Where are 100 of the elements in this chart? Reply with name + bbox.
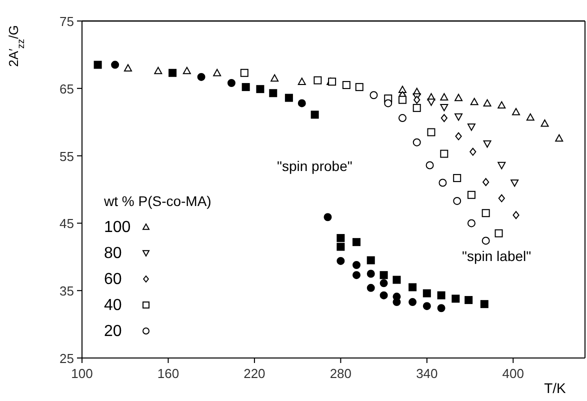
point [437,304,446,312]
point [437,291,446,300]
point [470,148,476,156]
point [366,284,375,292]
point [498,162,506,170]
point [467,124,476,131]
point [182,66,191,74]
legend-label: 80 [104,245,122,262]
y-tick-label: 45 [60,216,74,232]
point [440,114,448,122]
point [197,72,206,81]
point [482,209,490,218]
annotation: "spin label" [462,248,532,264]
x-tick-label: 280 [330,366,352,381]
point [124,64,132,72]
point [540,119,549,127]
x-tick-label: 340 [416,366,438,381]
point [498,194,505,202]
point [398,96,406,104]
point [154,66,162,74]
point [298,99,306,108]
y-tick-label: 25 [60,351,74,366]
point [392,276,401,284]
point [454,113,463,121]
point [422,289,431,298]
legend-label: 20 [104,323,122,340]
point [452,294,460,303]
point [298,78,306,85]
point [398,86,406,94]
point [355,83,364,92]
point [482,236,490,245]
point [310,110,319,119]
point [380,271,388,280]
point [467,219,476,228]
x-tick-label: 220 [244,366,266,381]
point [480,300,488,308]
point [384,99,392,108]
x-axis-title: T/K [544,380,567,396]
point [455,132,462,140]
point [380,279,388,288]
legend-label: 60 [104,271,122,288]
point [270,74,279,82]
point [470,98,478,106]
point [414,96,420,104]
point [336,256,345,265]
point [426,161,434,170]
y-tick-label: 75 [60,14,74,29]
x-tick-label: 100 [71,366,93,381]
point [380,291,388,300]
point [227,79,236,88]
point [242,83,250,92]
point [240,68,248,77]
point [336,242,345,251]
point [352,238,360,246]
point [526,113,534,121]
point [213,68,222,76]
point [464,296,473,304]
legend-label: 40 [104,297,122,314]
point [168,68,177,77]
point [366,270,375,278]
point [494,229,503,238]
legend-label: 100 [104,219,131,236]
point [427,128,436,136]
point [412,138,421,146]
point [324,213,332,222]
point [482,178,490,186]
point [352,260,360,269]
x-tick-label: 400 [502,366,524,381]
point [422,302,431,310]
point [412,104,421,112]
point [256,85,264,94]
point [440,93,448,100]
point [366,256,375,264]
y-tick-label: 65 [60,81,74,96]
y-tick-label: 55 [60,148,74,164]
point [94,60,102,69]
point [440,150,448,158]
point [284,94,293,102]
point [512,211,520,220]
point [111,60,120,69]
point [392,298,401,306]
point [467,190,476,199]
point [370,91,378,100]
point [454,94,463,102]
point [352,271,360,280]
point [342,81,350,90]
y-tick-label: 35 [60,284,74,299]
point [438,178,447,187]
point [427,98,436,106]
point [555,134,564,142]
point [398,114,406,122]
point [453,174,462,182]
point [498,101,506,109]
point [483,140,492,148]
point [408,298,417,306]
point [336,234,345,242]
point [314,76,322,84]
point [408,283,417,292]
x-tick-label: 160 [157,366,180,381]
point [483,99,492,107]
